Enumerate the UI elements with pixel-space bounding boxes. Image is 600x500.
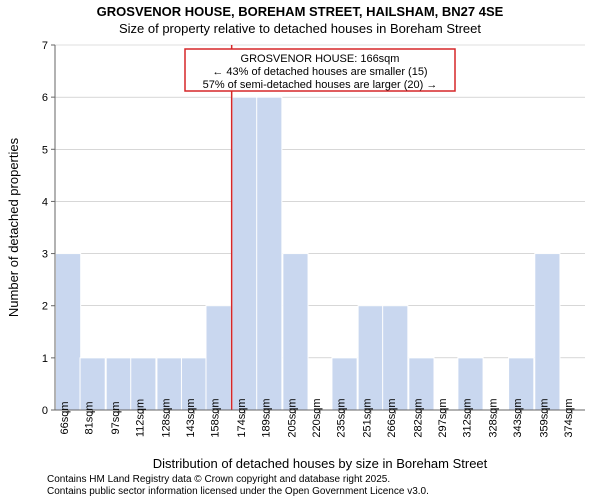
ytick-label: 0 — [42, 405, 48, 417]
footer-line2: Contains public sector information licen… — [47, 486, 429, 497]
xtick-label: 128sqm — [161, 398, 173, 437]
xtick-label: 374sqm — [563, 398, 575, 437]
xtick-label: 112sqm — [134, 399, 146, 437]
xtick-label: 143sqm — [185, 398, 197, 437]
ytick-label: 5 — [42, 144, 48, 156]
xtick-label: 205sqm — [286, 398, 298, 437]
chart-container: GROSVENOR HOUSE, BOREHAM STREET, HAILSHA… — [0, 0, 600, 500]
xtick-label: 297sqm — [437, 398, 449, 437]
annotation-line3: 57% of semi-detached houses are larger (… — [203, 79, 438, 91]
y-axis-label: Number of detached properties — [6, 137, 21, 317]
annotation-line2: ← 43% of detached houses are smaller (15… — [212, 66, 427, 78]
title-line2: Size of property relative to detached ho… — [119, 21, 481, 36]
bar — [383, 306, 408, 410]
ytick-label: 4 — [42, 196, 48, 208]
bar — [206, 306, 231, 410]
xtick-label: 158sqm — [210, 398, 222, 437]
x-axis-label: Distribution of detached houses by size … — [153, 456, 488, 471]
bar — [257, 97, 282, 410]
xtick-label: 174sqm — [236, 398, 248, 437]
bar — [358, 306, 383, 410]
ytick-label: 6 — [42, 92, 48, 104]
annotation-line1: GROSVENOR HOUSE: 166sqm — [241, 53, 400, 65]
title-line1: GROSVENOR HOUSE, BOREHAM STREET, HAILSHA… — [97, 4, 504, 19]
xtick-label: 282sqm — [412, 398, 424, 437]
chart-svg: GROSVENOR HOUSE, BOREHAM STREET, HAILSHA… — [0, 0, 600, 500]
bar — [55, 254, 80, 410]
xtick-label: 66sqm — [59, 401, 71, 434]
xtick-label: 343sqm — [512, 398, 524, 437]
xtick-label: 81sqm — [84, 401, 96, 434]
xtick-label: 235sqm — [336, 398, 348, 437]
ytick-label: 3 — [42, 249, 48, 261]
ytick-label: 7 — [42, 40, 48, 52]
xtick-label: 189sqm — [260, 398, 272, 437]
bar — [232, 97, 257, 410]
xtick-label: 312sqm — [461, 398, 473, 437]
xtick-label: 266sqm — [386, 398, 398, 437]
bar — [283, 254, 308, 410]
xtick-label: 328sqm — [488, 398, 500, 437]
ytick-label: 1 — [42, 353, 48, 365]
xtick-label: 220sqm — [311, 398, 323, 437]
xtick-label: 251sqm — [362, 398, 374, 437]
xtick-label: 97sqm — [110, 401, 122, 434]
bar — [535, 254, 560, 410]
xtick-label: 359sqm — [538, 398, 550, 437]
ytick-label: 2 — [42, 301, 48, 313]
footer-line1: Contains HM Land Registry data © Crown c… — [47, 474, 390, 485]
